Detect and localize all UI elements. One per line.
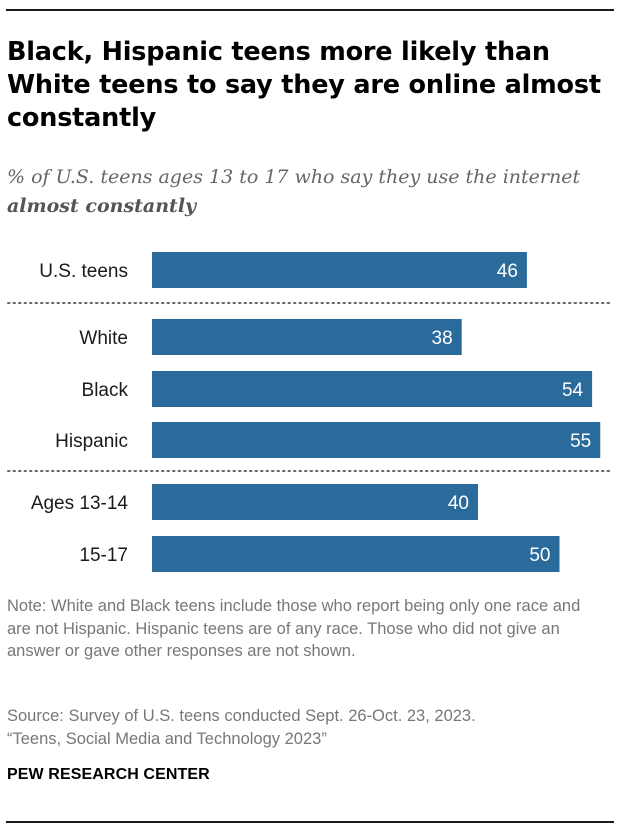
value-label-u-s-teens: 46 <box>497 261 518 282</box>
bar-15-17 <box>152 536 560 572</box>
chart-subtitle: % of U.S. teens ages 13 to 17 who say th… <box>7 163 607 221</box>
bar-black <box>152 371 593 407</box>
category-label-u-s-teens: U.S. teens <box>39 261 128 282</box>
bar-white <box>152 319 462 355</box>
category-label-black: Black <box>82 380 129 401</box>
bar-u-s-teens <box>152 252 527 288</box>
source-line-1: Source: Survey of U.S. teens conducted S… <box>7 707 476 725</box>
top-rule <box>6 9 614 11</box>
pew-credit: PEW RESEARCH CENTER <box>7 766 210 783</box>
value-label-white: 38 <box>432 328 453 349</box>
value-label-hispanic: 55 <box>570 431 591 452</box>
value-label-ages-13-14: 40 <box>448 493 469 514</box>
category-label-white: White <box>79 328 128 349</box>
subtitle-emphasis: almost constantly <box>7 195 197 217</box>
category-label-ages-13-14: Ages 13-14 <box>31 493 129 514</box>
value-label-black: 54 <box>562 380 584 401</box>
chart-title: Black, Hispanic teens more likely than W… <box>7 37 601 133</box>
chart-source: Source: Survey of U.S. teens conducted S… <box>7 705 607 750</box>
category-label-hispanic: Hispanic <box>55 431 128 452</box>
bar-chart: U.S. teens 46 White 38 Black 54 Hispanic 55 Ages… <box>7 252 613 572</box>
chart-note: Note: White and Black teens include thos… <box>7 597 581 660</box>
value-label-15-17: 50 <box>529 545 550 566</box>
bottom-rule <box>6 821 614 823</box>
bar-hispanic <box>152 422 601 458</box>
subtitle-text: % of U.S. teens ages 13 to 17 who say th… <box>7 166 581 188</box>
source-line-2: “Teens, Social Media and Technology 2023… <box>7 729 327 748</box>
category-label-15-17: 15-17 <box>79 545 128 566</box>
bar-ages-13-14 <box>152 484 478 520</box>
